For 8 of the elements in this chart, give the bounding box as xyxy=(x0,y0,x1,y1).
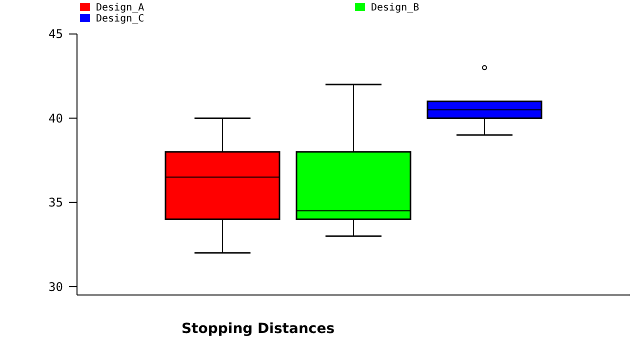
y-tick-label: 30 xyxy=(48,280,63,294)
legend-label: Design_C xyxy=(96,14,144,24)
y-tick-label: 35 xyxy=(48,196,63,210)
x-axis-title: Stopping Distances xyxy=(181,321,335,337)
legend-label: Design_A xyxy=(96,2,144,14)
legend-label: Design_B xyxy=(371,2,420,14)
y-tick-label: 40 xyxy=(48,111,63,126)
y-tick-label: 45 xyxy=(48,27,63,42)
